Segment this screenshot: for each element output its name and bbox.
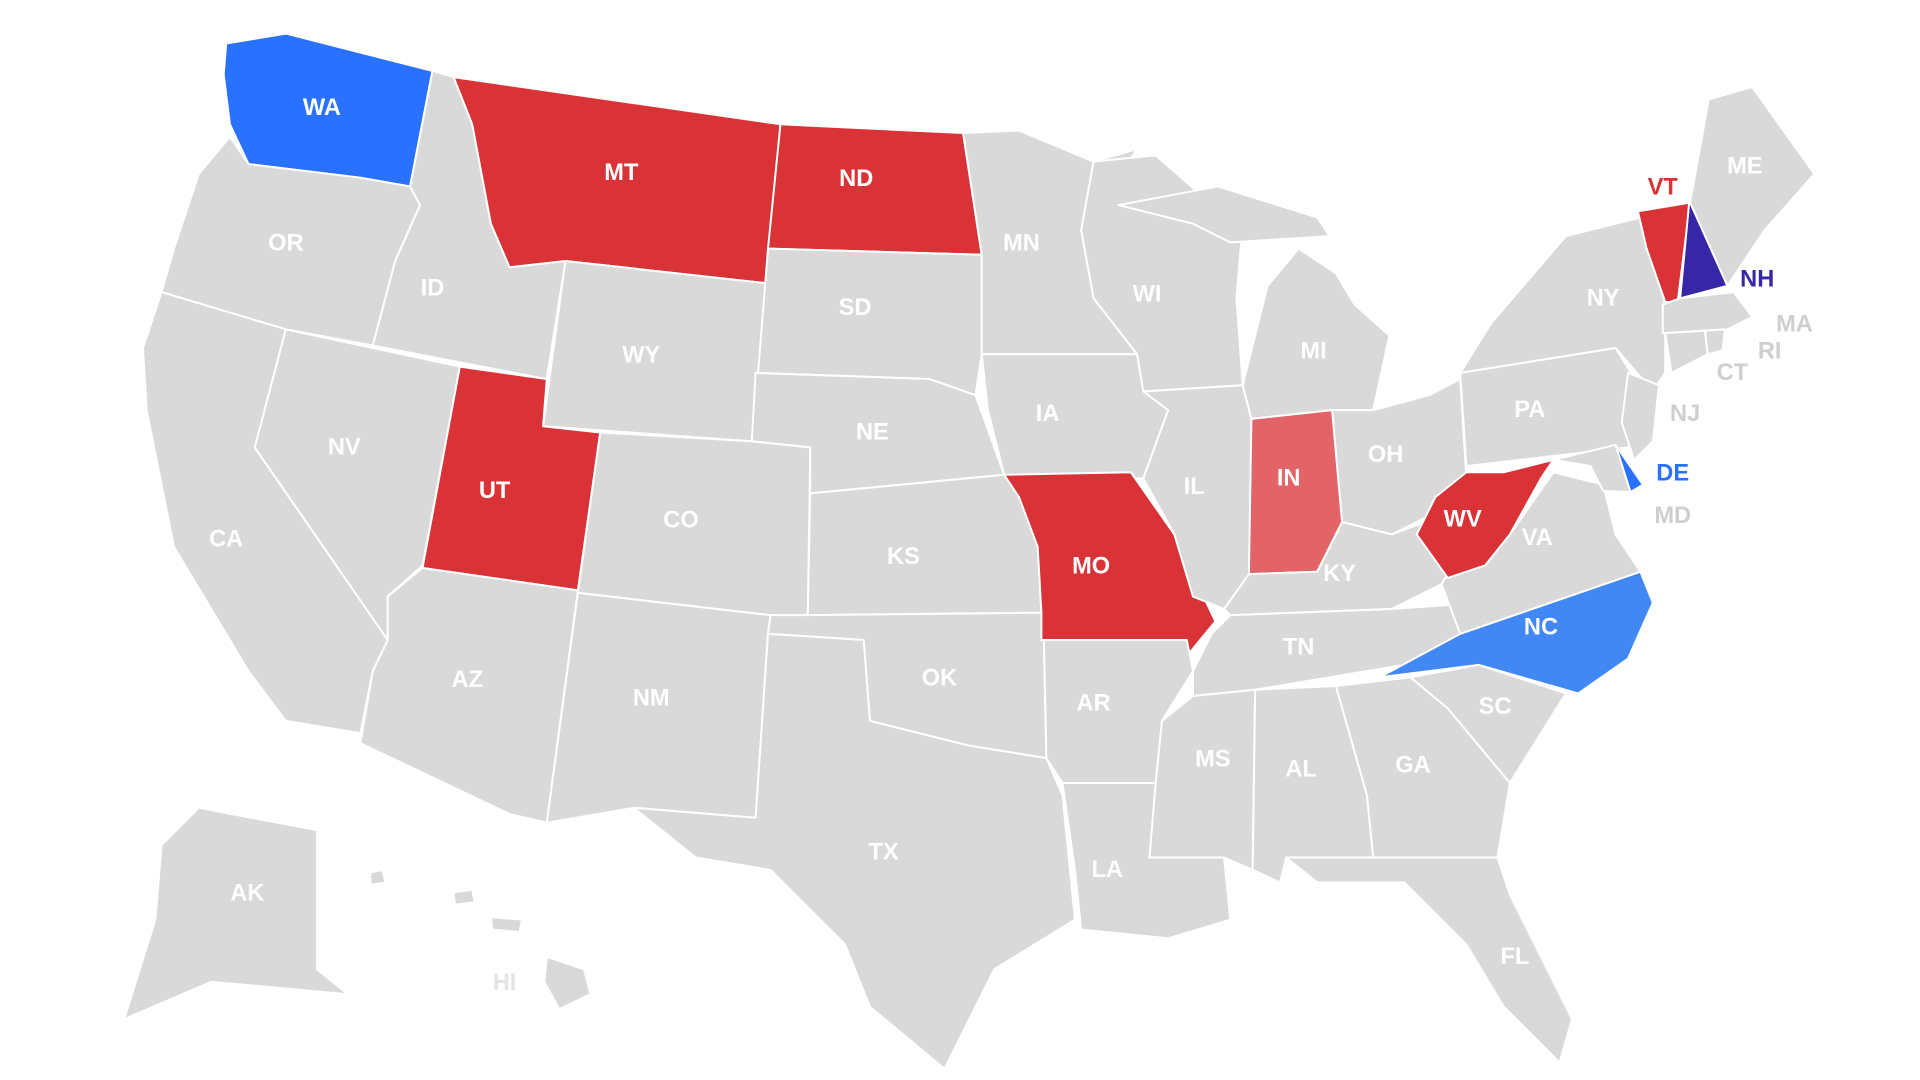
- state-shape[interactable]: [1661, 291, 1754, 335]
- state-shape[interactable]: [1415, 458, 1555, 579]
- state-label-ne: NE: [856, 420, 889, 446]
- state-label-nv: NV: [328, 434, 361, 460]
- state-shape[interactable]: [369, 868, 387, 886]
- state-label-ct: CT: [1717, 360, 1749, 386]
- state-label-tx: TX: [868, 840, 898, 866]
- state-label-oh: OH: [1368, 442, 1403, 468]
- state-shape[interactable]: [1552, 443, 1632, 494]
- state-shape[interactable]: [1285, 856, 1574, 1064]
- state-label-mi: MI: [1300, 339, 1326, 365]
- state-hi[interactable]: [369, 868, 592, 1011]
- state-label-nc: NC: [1524, 615, 1558, 641]
- state-label-la: LA: [1092, 857, 1123, 883]
- state-shape[interactable]: [160, 135, 422, 347]
- state-label-il: IL: [1184, 474, 1205, 500]
- state-label-wv: WV: [1444, 506, 1482, 532]
- state-label-fl: FL: [1500, 944, 1529, 970]
- state-label-ak: AK: [230, 881, 264, 907]
- state-shape[interactable]: [543, 955, 592, 1011]
- state-label-mt: MT: [604, 160, 639, 186]
- state-shape[interactable]: [123, 806, 412, 1045]
- state-label-ca: CA: [209, 526, 243, 552]
- state-shape[interactable]: [452, 888, 476, 906]
- state-az[interactable]: [359, 566, 579, 824]
- state-label-nh: NH: [1740, 267, 1774, 293]
- state-label-tn: TN: [1283, 634, 1314, 660]
- state-ak[interactable]: [123, 806, 412, 1045]
- state-shape[interactable]: [1664, 329, 1709, 374]
- state-md[interactable]: [1552, 443, 1632, 494]
- state-shape[interactable]: [359, 566, 579, 824]
- state-label-ga: GA: [1395, 753, 1430, 779]
- state-labels: WA OR CA ID NV MT WY UT AZ CO NM ND SD NE KS OK TX MN IA MO…: [209, 95, 1813, 996]
- state-label-ia: IA: [1036, 401, 1060, 427]
- state-mi[interactable]: [1117, 185, 1391, 420]
- state-label-mn: MN: [1003, 231, 1040, 257]
- state-label-sd: SD: [839, 295, 872, 321]
- state-ct[interactable]: [1664, 329, 1709, 374]
- state-label-ny: NY: [1587, 285, 1620, 311]
- state-label-az: AZ: [452, 667, 483, 693]
- state-ma[interactable]: [1661, 291, 1754, 335]
- state-label-co: CO: [663, 508, 698, 534]
- state-shape[interactable]: [1148, 688, 1257, 871]
- state-label-sc: SC: [1479, 694, 1512, 720]
- state-label-al: AL: [1285, 756, 1316, 782]
- state-label-me: ME: [1727, 154, 1762, 180]
- state-nd[interactable]: [767, 123, 983, 256]
- state-shape[interactable]: [1689, 86, 1816, 287]
- state-tx[interactable]: [632, 632, 1076, 1070]
- state-label-nj: NJ: [1670, 401, 1700, 427]
- state-shape[interactable]: [804, 473, 1043, 617]
- state-shapes: [123, 32, 1816, 1070]
- state-label-ok: OK: [922, 666, 957, 692]
- state-ks[interactable]: [804, 473, 1043, 617]
- state-label-ri: RI: [1758, 339, 1782, 365]
- state-label-ks: KS: [887, 544, 920, 570]
- state-label-ms: MS: [1195, 746, 1230, 772]
- state-label-ut: UT: [479, 478, 511, 504]
- state-label-ky: KY: [1323, 561, 1356, 587]
- state-label-md: MD: [1654, 503, 1691, 529]
- state-label-mo: MO: [1072, 554, 1110, 580]
- state-shape[interactable]: [1620, 371, 1661, 461]
- state-wv[interactable]: [1415, 458, 1555, 579]
- state-me[interactable]: [1689, 86, 1816, 287]
- state-label-in: IN: [1277, 465, 1301, 491]
- state-label-va: VA: [1522, 525, 1553, 551]
- state-shape[interactable]: [1241, 247, 1391, 420]
- state-label-ar: AR: [1077, 690, 1111, 716]
- state-nj[interactable]: [1620, 371, 1661, 461]
- state-shape[interactable]: [1117, 185, 1331, 244]
- state-label-wa: WA: [303, 95, 341, 121]
- state-label-de: DE: [1656, 461, 1689, 487]
- state-shape[interactable]: [632, 632, 1076, 1070]
- state-label-ma: MA: [1776, 311, 1813, 337]
- state-label-nd: ND: [839, 166, 873, 192]
- state-ny[interactable]: [1459, 216, 1667, 393]
- state-label-id: ID: [421, 275, 445, 301]
- state-label-nm: NM: [633, 685, 670, 711]
- state-shape[interactable]: [767, 123, 983, 256]
- state-label-wy: WY: [622, 342, 660, 368]
- state-label-or: OR: [268, 231, 303, 257]
- state-label-hi: HI: [493, 970, 517, 996]
- state-shape[interactable]: [489, 916, 523, 934]
- state-label-wi: WI: [1133, 282, 1162, 308]
- state-fl[interactable]: [1285, 856, 1574, 1064]
- state-or[interactable]: [160, 135, 422, 347]
- state-ms[interactable]: [1148, 688, 1257, 871]
- state-label-vt: VT: [1648, 175, 1679, 201]
- state-shape[interactable]: [1459, 216, 1667, 393]
- state-label-pa: PA: [1514, 397, 1545, 423]
